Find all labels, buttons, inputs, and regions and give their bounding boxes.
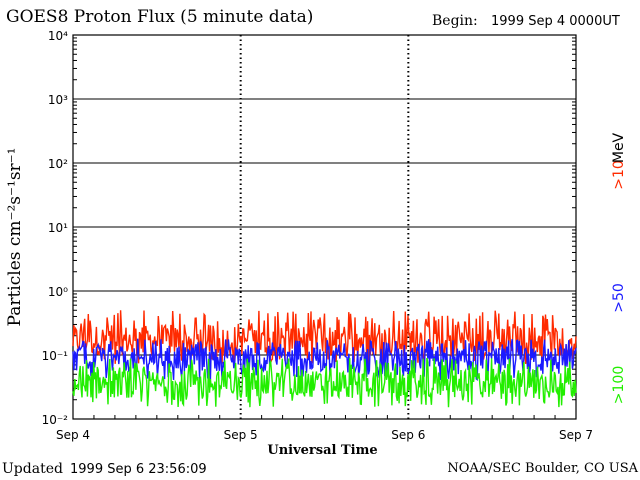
credit-text: NOAA/SEC Boulder, CO USA bbox=[447, 461, 638, 476]
y-axis-label: Particles cm⁻²s⁻¹sr⁻¹ bbox=[5, 148, 25, 327]
x-tick-label: Sep 6 bbox=[391, 428, 425, 442]
y-tick-label: 10³ bbox=[48, 93, 68, 107]
y-tick-label: 10⁴ bbox=[48, 29, 68, 43]
chart-title: GOES8 Proton Flux (5 minute data) bbox=[6, 7, 314, 27]
x-tick-label: Sep 4 bbox=[56, 428, 90, 442]
y-tick-label: 10² bbox=[48, 157, 68, 171]
legend-label-2: >50 bbox=[611, 283, 627, 313]
x-tick-label: Sep 5 bbox=[224, 428, 258, 442]
y-tick-label: 10⁻¹ bbox=[42, 349, 69, 363]
series-line-2 bbox=[72, 338, 577, 381]
series-line-3 bbox=[72, 357, 577, 408]
updated-value: 1999 Sep 6 23:56:09 bbox=[70, 462, 207, 477]
legend-label-1: >10 bbox=[611, 160, 627, 190]
x-tick-label: Sep 7 bbox=[559, 428, 593, 442]
legend-unit-label: MeV bbox=[611, 132, 627, 163]
y-tick-label: 10⁰ bbox=[48, 285, 68, 299]
y-tick-label: 10¹ bbox=[48, 221, 68, 235]
begin-value: 1999 Sep 4 0000UT bbox=[491, 14, 620, 29]
legend-label-3: >100 bbox=[611, 366, 627, 404]
x-axis-label: Universal Time bbox=[267, 443, 377, 458]
updated-label: Updated bbox=[2, 461, 63, 477]
begin-label: Begin: bbox=[432, 13, 478, 29]
y-tick-label: 10⁻² bbox=[42, 413, 69, 427]
